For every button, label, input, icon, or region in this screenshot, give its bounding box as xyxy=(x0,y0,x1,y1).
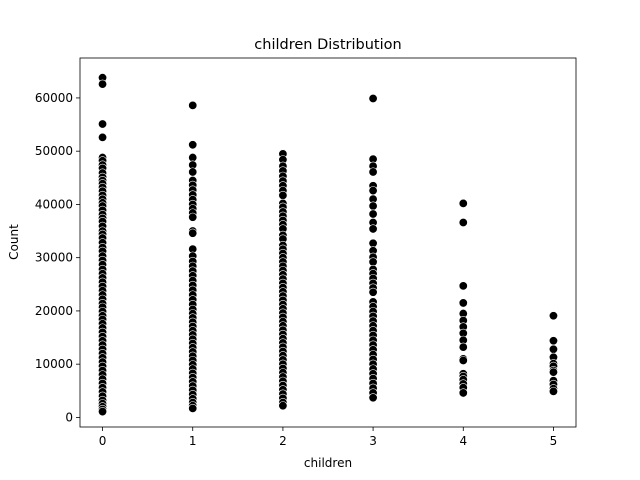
x-axis: 0 1 2 3 4 5 xyxy=(99,427,558,448)
y-axis: 0 10000 20000 30000 40000 50000 60000 xyxy=(35,91,80,424)
y-tick-label: 10000 xyxy=(35,357,73,371)
data-point-x3-0 xyxy=(368,93,378,103)
data-point-x5-1 xyxy=(548,336,558,346)
data-point-x1-0 xyxy=(188,100,198,110)
y-tick-label: 20000 xyxy=(35,304,73,318)
data-points xyxy=(98,73,558,417)
data-point-x4-17 xyxy=(458,388,468,398)
data-point-x0-2 xyxy=(98,119,108,129)
data-point-x1-1 xyxy=(188,140,198,150)
data-point-x4-2 xyxy=(458,281,468,291)
y-tick-label: 50000 xyxy=(35,144,73,158)
data-point-x1-52 xyxy=(188,403,198,413)
plot-frame xyxy=(79,57,577,428)
data-point-x3-14 xyxy=(368,257,378,267)
data-point-x2-8 xyxy=(278,190,288,200)
data-point-x3-11 xyxy=(368,238,378,248)
data-point-x5-11 xyxy=(548,386,558,396)
y-tick-label: 40000 xyxy=(35,197,73,211)
x-tick-label: 2 xyxy=(279,434,287,448)
x-axis-label: children xyxy=(304,456,352,470)
data-point-x3-7 xyxy=(368,201,378,211)
data-point-x3-5 xyxy=(368,186,378,196)
data-point-x2-56 xyxy=(278,401,288,411)
y-tick-label: 0 xyxy=(65,410,73,424)
x-tick-label: 4 xyxy=(459,434,467,448)
data-point-x3-8 xyxy=(368,209,378,219)
y-tick-label: 30000 xyxy=(35,251,73,265)
data-point-x5-0 xyxy=(548,311,558,321)
x-tick-label: 5 xyxy=(550,434,558,448)
data-point-x1-4 xyxy=(188,167,198,177)
data-point-x4-1 xyxy=(458,218,468,228)
data-point-x4-0 xyxy=(458,198,468,208)
x-tick-label: 1 xyxy=(189,434,197,448)
data-point-x4-9 xyxy=(458,342,468,352)
data-point-x1-15 xyxy=(188,228,198,238)
data-point-x3-20 xyxy=(368,287,378,297)
data-point-x1-2 xyxy=(188,153,198,163)
x-tick-label: 3 xyxy=(369,434,377,448)
data-point-x0-67 xyxy=(98,407,108,417)
data-point-x4-11 xyxy=(458,355,468,365)
data-point-x3-10 xyxy=(368,224,378,234)
data-point-x4-3 xyxy=(458,298,468,308)
x-tick-label: 0 xyxy=(99,434,107,448)
chart-title: children Distribution xyxy=(254,37,401,53)
data-point-x1-13 xyxy=(188,212,198,222)
data-point-x0-1 xyxy=(98,79,108,89)
data-point-x5-7 xyxy=(548,367,558,377)
y-axis-label: Count xyxy=(7,224,21,260)
data-point-x5-2 xyxy=(548,344,558,354)
y-tick-label: 60000 xyxy=(35,91,73,105)
data-point-x3-41 xyxy=(368,393,378,403)
data-point-x3-3 xyxy=(368,167,378,177)
data-point-x0-3 xyxy=(98,132,108,142)
